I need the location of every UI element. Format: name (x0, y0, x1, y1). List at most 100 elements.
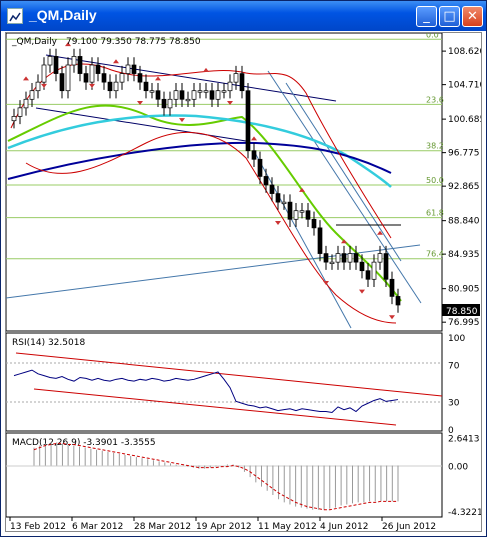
candle-body[interactable] (299, 210, 305, 213)
fib-level-label: 50.0 (426, 176, 444, 185)
macd-histogram[interactable] (33, 442, 399, 510)
candlestick-series[interactable] (11, 48, 401, 313)
macd-indicator[interactable] (6, 442, 442, 511)
candle-body[interactable] (251, 150, 257, 160)
candle-body[interactable] (383, 253, 389, 280)
price-pane[interactable] (5, 32, 443, 332)
candle-body[interactable] (65, 64, 71, 92)
candle-body[interactable] (35, 81, 41, 92)
candle-body[interactable] (317, 227, 323, 254)
candle-body[interactable] (47, 56, 53, 66)
candle-body[interactable] (203, 90, 209, 93)
candle-body[interactable] (395, 296, 401, 306)
candle-body[interactable] (131, 64, 137, 74)
candle-body[interactable] (245, 90, 251, 152)
ma-mid-line[interactable] (7, 114, 392, 188)
fractal-arrow-icon (137, 101, 143, 105)
candle-body[interactable] (341, 253, 347, 263)
ma-slow-line[interactable] (7, 141, 392, 180)
candle-body[interactable] (371, 261, 377, 280)
candle-body[interactable] (323, 253, 329, 263)
rsi-trend-lower[interactable] (33, 388, 397, 426)
candle-body[interactable] (89, 64, 95, 83)
candle-body[interactable] (311, 218, 317, 229)
candle-body[interactable] (41, 64, 47, 83)
chart-window-icon[interactable] (7, 8, 23, 24)
ma-fast-line[interactable] (7, 104, 402, 302)
rsi-tick-label: 70 (448, 362, 460, 372)
candle-body[interactable] (293, 210, 299, 220)
candle-body[interactable] (185, 98, 191, 102)
candle-body[interactable] (71, 56, 77, 66)
candle-body[interactable] (107, 81, 113, 92)
chart-area[interactable]: 0.023.638.250.061.876.4 108.620104.7 (5, 30, 485, 532)
minimize-button[interactable]: _ (416, 6, 437, 27)
candle-body[interactable] (335, 253, 341, 263)
candle-body[interactable] (149, 90, 155, 93)
price-tick-label: 88.840 (448, 217, 480, 227)
down-channel-right[interactable] (267, 70, 422, 304)
maximize-button[interactable]: □ (439, 6, 460, 27)
rsi-indicator[interactable] (6, 352, 443, 426)
candle-body[interactable] (173, 90, 179, 100)
close-button[interactable]: ✕ (462, 6, 483, 27)
chart-canvas[interactable]: 0.023.638.250.061.876.4 108.620104.7 (5, 30, 485, 532)
candle-body[interactable] (359, 261, 365, 272)
candle-body[interactable] (155, 90, 161, 100)
candle-body[interactable] (239, 73, 245, 92)
bollinger-lower[interactable] (25, 131, 397, 324)
candle-body[interactable] (137, 73, 143, 83)
candle-body[interactable] (233, 73, 239, 83)
candle-body[interactable] (257, 158, 263, 177)
candle-body[interactable] (143, 81, 149, 92)
candle-body[interactable] (179, 90, 185, 100)
candle-body[interactable] (101, 73, 107, 83)
candle-body[interactable] (113, 81, 119, 92)
candle-body[interactable] (281, 201, 287, 204)
candle-body[interactable] (287, 201, 293, 220)
candle-body[interactable] (119, 73, 125, 83)
candle-body[interactable] (197, 90, 203, 93)
candle-body[interactable] (125, 64, 131, 74)
fibonacci-levels[interactable]: 0.0 23.6 38.2 50.0 61.8 76.4 (6, 30, 444, 260)
candle-body[interactable] (215, 90, 221, 100)
candle-body[interactable] (353, 253, 359, 263)
candle-body[interactable] (305, 210, 311, 220)
candle-body[interactable] (377, 253, 383, 263)
price-tick-label: 84.935 (448, 250, 480, 260)
candle-body[interactable] (167, 98, 173, 109)
channel-line-upper[interactable] (45, 54, 337, 102)
candle-body[interactable] (365, 270, 371, 280)
candle-body[interactable] (221, 90, 227, 93)
candle-body[interactable] (191, 90, 197, 100)
rsi-trend-upper[interactable] (15, 352, 443, 397)
candle-body[interactable] (263, 176, 269, 186)
down-channel-left[interactable] (253, 150, 352, 329)
candle-body[interactable] (23, 98, 29, 109)
price-tick-label: 92.865 (448, 182, 480, 192)
fib-level-label: 23.6 (426, 95, 444, 104)
down-channel-mid[interactable] (285, 82, 402, 262)
candle-body[interactable] (95, 64, 101, 74)
candle-body[interactable] (59, 73, 65, 92)
candle-body[interactable] (29, 90, 35, 100)
macd-signal-line[interactable] (33, 442, 398, 511)
candle-body[interactable] (11, 116, 17, 122)
candle-body[interactable] (17, 107, 23, 117)
candle-body[interactable] (83, 73, 89, 83)
candle-body[interactable] (329, 261, 335, 264)
candle-body[interactable] (161, 98, 167, 109)
title-bar[interactable]: _QM,Daily _ □ ✕ (1, 1, 486, 31)
candle-body[interactable] (53, 56, 59, 74)
candle-body[interactable] (389, 278, 395, 297)
fib-level-label: 76.4 (426, 250, 444, 259)
candle-body[interactable] (77, 56, 83, 74)
price-pane-title: _QM,Daily (11, 37, 58, 47)
rsi-line[interactable] (13, 369, 399, 413)
candle-body[interactable] (209, 90, 215, 100)
candle-body[interactable] (227, 81, 233, 92)
candle-body[interactable] (347, 253, 353, 263)
rsi-pane[interactable] (5, 332, 443, 432)
candle-body[interactable] (275, 193, 281, 203)
candle-body[interactable] (269, 184, 275, 194)
